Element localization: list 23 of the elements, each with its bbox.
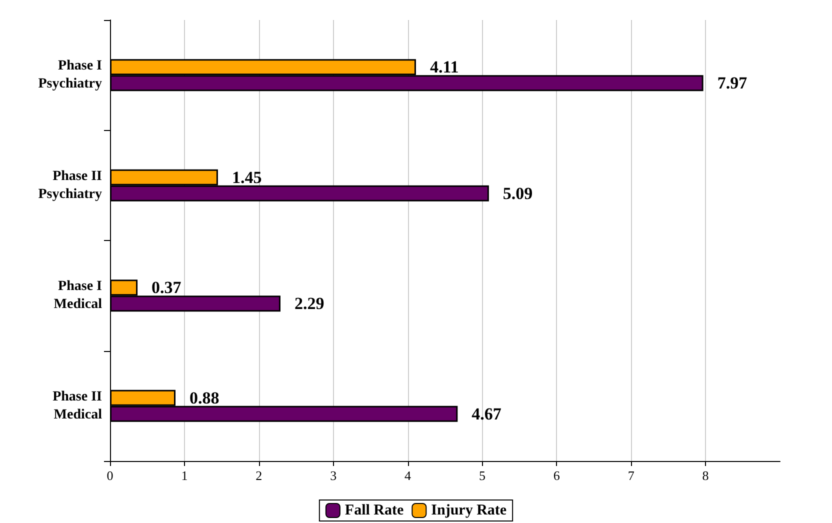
- x-tick-label: 7: [628, 468, 635, 483]
- data-label: 5.09: [502, 184, 533, 203]
- y-tick-label: Phase I Psychiatry: [38, 58, 102, 92]
- y-tick-label: Phase II Psychiatry: [38, 168, 102, 202]
- x-tick-label: 0: [106, 468, 114, 483]
- data-label: 2.29: [294, 294, 324, 314]
- x-tick-label: 6: [553, 468, 560, 483]
- x-tick-label: 2: [256, 468, 262, 483]
- data-label: 4.67: [472, 404, 502, 424]
- x-tick-label: 4: [404, 468, 412, 483]
- x-tick-label: 5: [478, 468, 486, 483]
- y-tick-label: Phase II Medical: [52, 389, 102, 422]
- legend-label: Injury Rate: [431, 502, 507, 518]
- legend-label: Fall Rate: [344, 502, 404, 518]
- y-tick-label: Phase I Medical: [54, 279, 102, 312]
- data-label: 0.88: [190, 388, 220, 408]
- x-tick-label: 3: [330, 468, 337, 483]
- x-tick-label: 8: [702, 468, 709, 483]
- x-tick-label: 1: [181, 468, 188, 483]
- data-label: 4.11: [430, 58, 459, 77]
- data-label: 0.37: [152, 278, 182, 298]
- data-label: 1.45: [232, 168, 262, 187]
- data-label: 7.97: [717, 74, 748, 93]
